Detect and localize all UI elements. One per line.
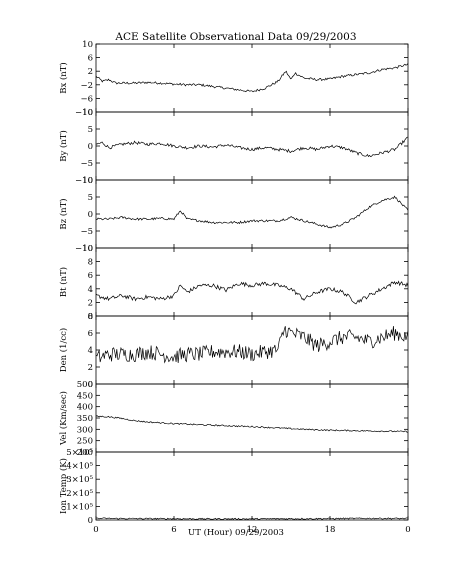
- y-tick-label: 5×10⁵: [66, 448, 93, 458]
- y-axis-label: Bx (nT): [58, 62, 69, 94]
- y-tick-label: −5: [80, 227, 93, 237]
- y-tick-label: −10: [75, 108, 93, 118]
- y-tick-label: 10: [82, 244, 93, 254]
- y-tick-label: 6: [88, 271, 93, 281]
- y-tick-label: −5: [80, 159, 93, 169]
- y-tick-label: 0: [88, 380, 93, 390]
- panels: 10 6 2 −2 −6 −10 Bx (nT) 10 5 0 −5 −10 By (nT) 10 5 0 −5…: [58, 40, 409, 526]
- panel-frame: [95, 383, 409, 453]
- y-axis-label: Bz (nT): [58, 198, 69, 229]
- y-tick-label: 3×10⁵: [66, 475, 93, 485]
- y-tick-label: 5: [88, 125, 93, 135]
- panel-3: 10 5 0 −5 −10 Bz (nT): [58, 176, 409, 254]
- y-tick-label: 4×10⁵: [66, 462, 93, 472]
- y-tick-label: 8: [88, 258, 93, 268]
- y-tick-label: 500: [77, 380, 93, 390]
- x-tick-label: 6: [171, 525, 176, 535]
- y-tick-label: 10: [82, 176, 93, 186]
- panel-frame: [95, 111, 409, 181]
- y-tick-label: 0: [88, 210, 93, 220]
- y-tick-label: 5: [88, 193, 93, 203]
- y-tick-label: 0: [88, 142, 93, 152]
- y-tick-label: 0: [88, 312, 93, 322]
- y-tick-label: 450: [77, 391, 93, 401]
- panel-1: 10 6 2 −2 −6 −10 Bx (nT): [58, 40, 409, 118]
- panel-7: 5×10⁵ 4×10⁵ 3×10⁵ 2×10⁵ 1×10⁵ 0 Ion Temp (K): [58, 448, 409, 526]
- x-tick-label: 0: [405, 525, 410, 535]
- y-axis-label: Bt (nT): [58, 267, 69, 297]
- y-tick-label: 4: [88, 285, 93, 295]
- y-tick-label: 2: [88, 298, 93, 308]
- y-tick-label: 10: [82, 40, 93, 50]
- y-tick-label: 350: [77, 414, 93, 424]
- y-tick-label: −6: [80, 94, 93, 104]
- y-tick-label: 250: [77, 437, 93, 447]
- y-tick-label: 10: [82, 108, 93, 118]
- x-tick-label: 18: [325, 525, 336, 535]
- y-tick-label: 8: [88, 312, 93, 322]
- panel-frame: [95, 451, 409, 521]
- y-tick-label: 300: [77, 425, 93, 435]
- y-tick-label: −10: [75, 176, 93, 186]
- panel-frame: [95, 247, 409, 317]
- panel-4: 10 8 6 4 2 0 Bt (nT): [58, 244, 409, 322]
- y-tick-label: 2: [88, 67, 93, 77]
- x-tick-label: 0: [93, 525, 98, 535]
- data-series-line: [95, 63, 409, 93]
- panel-5: 8 6 4 2 0 Den (1/cc): [58, 312, 409, 390]
- y-tick-label: 6: [88, 54, 93, 64]
- panel-frame: [95, 179, 409, 249]
- y-tick-label: 2×10⁵: [66, 489, 93, 499]
- data-series-line: [95, 280, 409, 305]
- y-axis-label: Vel (Km/sec): [58, 391, 69, 446]
- y-tick-label: −2: [80, 81, 93, 91]
- x-axis-label: UT (Hour) 09/29/2003: [188, 527, 284, 538]
- y-tick-label: 2: [88, 363, 93, 373]
- y-tick-label: −10: [75, 244, 93, 254]
- y-tick-label: 400: [77, 403, 93, 413]
- y-tick-label: 0: [88, 516, 93, 526]
- panel-frame: [95, 43, 409, 113]
- data-series-line: [95, 195, 409, 229]
- chart-title: ACE Satellite Observational Data 09/29/2…: [114, 31, 356, 43]
- x-tick-labels: 0 6 12 18 0: [93, 525, 410, 535]
- panel-2: 10 5 0 −5 −10 By (nT): [58, 108, 409, 186]
- y-tick-label: 4: [88, 346, 93, 356]
- y-tick-label: 6: [88, 329, 93, 339]
- data-series-line: [95, 136, 409, 158]
- data-series-line: [95, 517, 409, 521]
- data-series-line: [95, 415, 409, 433]
- y-tick-label: 200: [77, 448, 93, 458]
- y-axis-label: Den (1/cc): [58, 328, 69, 372]
- y-axis-label: By (nT): [58, 130, 69, 162]
- y-axis-label: Ion Temp (K): [58, 458, 69, 514]
- y-tick-label: 1×10⁵: [66, 502, 93, 512]
- x-tick-label: 12: [247, 525, 258, 535]
- data-series-line: [95, 326, 409, 364]
